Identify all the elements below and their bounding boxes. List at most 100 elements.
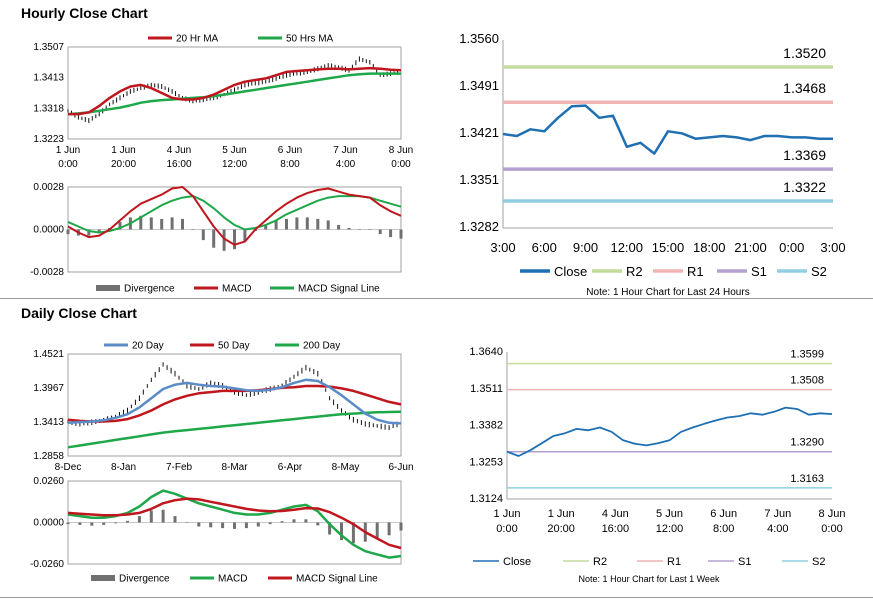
y-tick-label: -0.0028 bbox=[30, 267, 64, 278]
legend-swatch bbox=[194, 286, 218, 290]
legend-swatch bbox=[148, 36, 172, 40]
divergence-bar bbox=[304, 519, 308, 523]
y-tick-label: 1.4521 bbox=[33, 349, 64, 360]
divergence-bar bbox=[264, 224, 268, 230]
divergence-bar bbox=[316, 522, 320, 526]
divergence-bar bbox=[316, 218, 320, 230]
x-tick-label: 12:00 bbox=[656, 523, 684, 535]
divergence-bar bbox=[221, 522, 225, 529]
divergence-bar bbox=[326, 220, 330, 230]
x-tick-label: 12:00 bbox=[610, 240, 643, 255]
legend-label: MACD bbox=[218, 574, 247, 585]
x-tick-label: 18:00 bbox=[693, 240, 726, 255]
y-tick-label: 1.3511 bbox=[470, 383, 503, 395]
legend-label: 20 Day bbox=[132, 341, 164, 352]
x-tick-label: 6:00 bbox=[532, 240, 557, 255]
x-tick-label: 7-Feb bbox=[166, 462, 193, 473]
divergence-bar bbox=[268, 522, 272, 525]
x-tick-label: 8-Jan bbox=[111, 462, 136, 473]
ma20-line bbox=[68, 66, 402, 116]
divergence-bar bbox=[149, 217, 153, 230]
pivot-value-r1: 1.3468 bbox=[783, 80, 826, 96]
legend-label: S1 bbox=[751, 264, 767, 279]
y-tick-label: 1.3253 bbox=[469, 456, 503, 468]
x-tick-label: 20:00 bbox=[547, 523, 575, 535]
y-tick-label: 1.3491 bbox=[459, 78, 499, 93]
y-tick-label: 1.3124 bbox=[469, 493, 503, 505]
legend-swatch bbox=[91, 575, 115, 581]
divergence-bar bbox=[181, 218, 184, 230]
divergence-bar bbox=[137, 516, 141, 523]
pivot-value-s1: 1.3369 bbox=[783, 147, 826, 163]
y-tick-label: 1.3318 bbox=[33, 103, 64, 114]
legend-label: R1 bbox=[667, 556, 681, 568]
divergence-bar bbox=[233, 522, 236, 529]
divergence-bar bbox=[222, 229, 226, 251]
divergence-bar bbox=[375, 522, 379, 539]
x-tick-label: 0:00 bbox=[391, 159, 411, 170]
chart-note: Note: 1 Hour Chart for Last 24 Hours bbox=[586, 287, 749, 298]
x-tick-label: 4:00 bbox=[767, 523, 788, 535]
divergence-bar bbox=[87, 229, 91, 236]
x-tick-label: 6-Apr bbox=[278, 462, 303, 473]
x-tick-label: 4 Jun bbox=[167, 145, 191, 156]
x-tick-label: 16:00 bbox=[602, 523, 630, 535]
y-tick-label: 0.0028 bbox=[33, 182, 64, 193]
y-tick-label: 1.3413 bbox=[33, 417, 64, 428]
divergence-bar bbox=[209, 522, 213, 528]
x-tick-label: 7 Jun bbox=[333, 145, 357, 156]
legend-label: 50 Day bbox=[218, 341, 250, 352]
divergence-bar bbox=[274, 220, 278, 230]
divergence-bar bbox=[197, 522, 201, 527]
x-tick-label: 5 Jun bbox=[222, 145, 246, 156]
pivot-value-s2: 1.3322 bbox=[783, 179, 826, 195]
x-tick-label: 6 Jun bbox=[710, 508, 737, 520]
divergence-bar bbox=[357, 229, 361, 230]
x-tick-label: 8 Jun bbox=[389, 145, 413, 156]
legend-swatch bbox=[275, 343, 299, 347]
divergence-bar bbox=[280, 521, 284, 523]
pivot-value-s1: 1.3290 bbox=[790, 437, 824, 449]
ma50-line bbox=[67, 384, 402, 423]
divergence-bar bbox=[102, 522, 106, 525]
pivot-value-r2: 1.3599 bbox=[790, 349, 824, 361]
divergence-bar bbox=[305, 217, 309, 230]
y-tick-label: 0.0000 bbox=[33, 518, 64, 529]
macd-signal-line bbox=[67, 497, 402, 550]
legend-label: S2 bbox=[812, 556, 825, 568]
divergence-bar bbox=[399, 522, 403, 531]
x-tick-label: 0:00 bbox=[821, 523, 842, 535]
x-tick-label: 15:00 bbox=[652, 240, 685, 255]
divergence-bar bbox=[201, 229, 205, 241]
x-tick-label: 8:00 bbox=[713, 523, 734, 535]
divergence-bar bbox=[368, 229, 372, 230]
ma20-line bbox=[67, 378, 402, 425]
x-tick-label: 7 Jun bbox=[764, 508, 791, 520]
x-tick-label: 5 Jun bbox=[656, 508, 683, 520]
legend-label: 20 Hr MA bbox=[176, 34, 219, 45]
divergence-bar bbox=[378, 229, 382, 235]
divergence-bar bbox=[340, 522, 343, 541]
legend-label: R1 bbox=[687, 264, 704, 279]
divergence-bar bbox=[118, 221, 122, 230]
macd-line bbox=[67, 186, 402, 246]
legend-label: 200 Day bbox=[303, 341, 340, 352]
y-tick-label: 1.3640 bbox=[469, 346, 503, 358]
x-tick-label: 4:00 bbox=[336, 159, 356, 170]
legend-label: MACD Signal Line bbox=[298, 284, 380, 295]
x-tick-label: 21:00 bbox=[734, 240, 767, 255]
pivot-value-s2: 1.3163 bbox=[790, 473, 824, 485]
y-tick-label: 1.3282 bbox=[459, 219, 499, 234]
legend-swatch bbox=[268, 576, 292, 580]
divergence-bar bbox=[173, 516, 177, 523]
x-tick-label: 0:00 bbox=[496, 523, 517, 535]
x-tick-label: 1 Jun bbox=[111, 145, 135, 156]
x-tick-label: 3:00 bbox=[490, 240, 515, 255]
macd-signal-line bbox=[67, 195, 402, 234]
legend-swatch bbox=[96, 285, 120, 291]
x-tick-label: 8-Dec bbox=[55, 462, 82, 473]
legend-label: R2 bbox=[593, 556, 607, 568]
divergence-bar bbox=[191, 229, 195, 230]
divergence-bar bbox=[78, 522, 82, 525]
hourly-section-title: Hourly Close Chart bbox=[21, 5, 148, 21]
